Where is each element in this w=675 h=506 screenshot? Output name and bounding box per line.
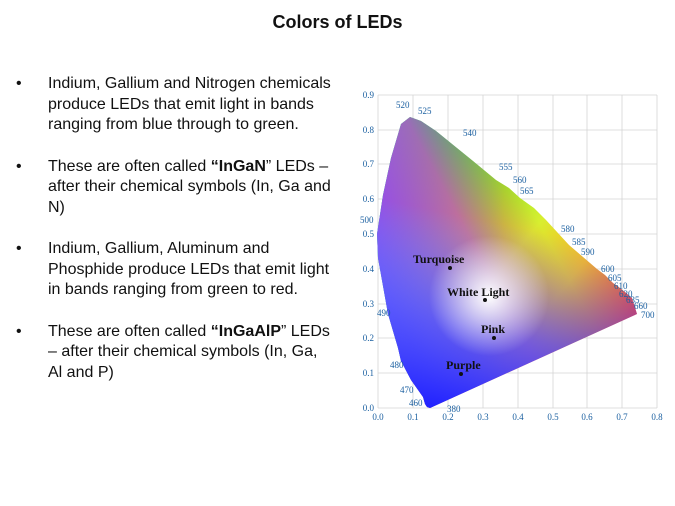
bullet-marker: • bbox=[16, 75, 22, 92]
cie-chromaticity-diagram: 0.0 0.1 0.2 0.3 0.4 0.5 0.6 0.7 0.8 0.0 … bbox=[354, 86, 670, 426]
wavelength-label: 480 bbox=[390, 360, 404, 370]
wavelength-label: 590 bbox=[581, 247, 595, 257]
x-tick-label: 0.4 bbox=[512, 412, 524, 422]
x-tick-label: 0.1 bbox=[407, 412, 418, 422]
color-points: Turquoise White Light Pink Purple bbox=[413, 252, 509, 376]
wavelength-label: 620 bbox=[619, 289, 633, 299]
bullet-text-bold: “InGaN bbox=[210, 157, 266, 175]
pink-point bbox=[492, 336, 496, 340]
x-tick-label: 0.0 bbox=[372, 412, 384, 422]
bullet-list: • Indium, Gallium and Nitrogen chemicals… bbox=[14, 74, 334, 404]
wavelength-label: 660 bbox=[634, 301, 648, 311]
wavelength-label: 555 bbox=[499, 162, 513, 172]
y-axis-ticks: 0.0 0.1 0.2 0.3 0.4 0.5 0.6 0.7 0.8 0.9 bbox=[363, 90, 375, 413]
wavelength-label: 520 bbox=[396, 100, 410, 110]
turquoise-label: Turquoise bbox=[413, 252, 465, 266]
purple-label: Purple bbox=[446, 358, 481, 372]
bullet-item: • Indium, Gallium, Aluminum and Phosphid… bbox=[14, 239, 334, 301]
y-tick-label: 0.7 bbox=[363, 159, 375, 169]
y-tick-label: 0.2 bbox=[363, 333, 374, 343]
wavelength-label: 700 bbox=[641, 310, 655, 320]
purple-point bbox=[459, 372, 463, 376]
bullet-text: These are often called bbox=[48, 157, 211, 175]
y-tick-label: 0.4 bbox=[363, 264, 375, 274]
bullet-text: Indium, Gallium, Aluminum and Phosphide … bbox=[48, 240, 330, 298]
bullet-item: • These are often called “InGaAlP” LEDs … bbox=[14, 322, 334, 384]
wavelength-label: 490 bbox=[377, 308, 391, 318]
y-tick-label: 0.1 bbox=[363, 368, 374, 378]
wavelength-labels: 380 460 470 480 490 500 520 525 540 555 … bbox=[360, 100, 655, 414]
chromaticity-locus bbox=[377, 117, 637, 408]
wavelength-label: 585 bbox=[572, 237, 586, 247]
pink-label: Pink bbox=[481, 322, 505, 336]
x-tick-label: 0.2 bbox=[442, 412, 453, 422]
wavelength-label: 565 bbox=[520, 186, 534, 196]
wavelength-label: 540 bbox=[463, 128, 477, 138]
y-tick-label: 0.5 bbox=[363, 229, 375, 239]
wavelength-label: 560 bbox=[513, 175, 527, 185]
wavelength-label: 605 bbox=[608, 273, 622, 283]
wavelength-label: 600 bbox=[601, 264, 615, 274]
slide-title: Colors of LEDs bbox=[272, 12, 403, 32]
x-tick-label: 0.6 bbox=[581, 412, 593, 422]
y-tick-label: 0.8 bbox=[363, 125, 375, 135]
bullet-marker: • bbox=[16, 322, 22, 340]
bullet-text: ” LEDs – after their chemical symbols (I… bbox=[48, 322, 330, 381]
wavelength-label: 470 bbox=[400, 385, 414, 395]
x-tick-label: 0.7 bbox=[616, 412, 628, 422]
bullet-text-bold: “InGaAlP bbox=[210, 322, 281, 340]
bullet-item: • These are often called “InGaN” LEDs – … bbox=[14, 157, 334, 219]
x-tick-label: 0.3 bbox=[477, 412, 489, 422]
y-tick-label: 0.6 bbox=[363, 194, 375, 204]
wavelength-label: 380 bbox=[447, 404, 461, 414]
x-axis-ticks: 0.0 0.1 0.2 0.3 0.4 0.5 0.6 0.7 0.8 bbox=[372, 412, 663, 422]
y-tick-label: 0.0 bbox=[363, 403, 375, 413]
wavelength-label: 610 bbox=[614, 281, 628, 291]
bullet-marker: • bbox=[16, 240, 22, 257]
bullet-marker: • bbox=[16, 157, 22, 175]
x-tick-label: 0.5 bbox=[547, 412, 559, 422]
y-tick-label: 0.3 bbox=[363, 299, 375, 309]
y-tick-label: 0.9 bbox=[363, 90, 375, 100]
x-tick-label: 0.8 bbox=[651, 412, 663, 422]
wavelength-label: 460 bbox=[409, 398, 423, 408]
white-light-label: White Light bbox=[447, 285, 509, 299]
wavelength-label: 635 bbox=[626, 295, 640, 305]
bullet-text: Indium, Gallium and Nitrogen chemicals p… bbox=[48, 75, 331, 133]
bullet-text: ” LEDs – after their chemical symbols (I… bbox=[48, 157, 331, 216]
white-light-point bbox=[483, 298, 487, 302]
turquoise-point bbox=[448, 266, 452, 270]
bullet-text: These are often called bbox=[48, 322, 211, 340]
wavelength-label: 525 bbox=[418, 106, 432, 116]
wavelength-label: 580 bbox=[561, 224, 575, 234]
bullet-item: • Indium, Gallium and Nitrogen chemicals… bbox=[14, 74, 334, 136]
wavelength-label: 500 bbox=[360, 215, 374, 225]
